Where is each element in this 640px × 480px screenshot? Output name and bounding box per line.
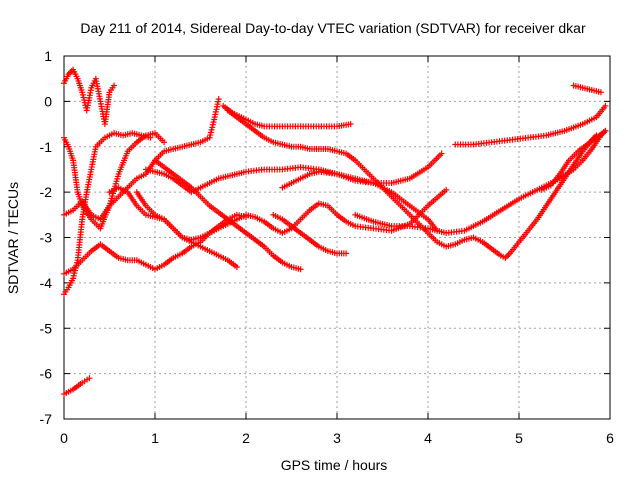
grid <box>64 56 610 419</box>
point-markers <box>220 102 354 130</box>
point-markers <box>538 127 609 193</box>
point-markers <box>61 375 93 398</box>
y-axis-label: SDTVAR / TECUs <box>5 182 21 294</box>
chart-title: Day 211 of 2014, Sidereal Day-to-day VTE… <box>80 20 586 36</box>
x-tick-label: 1 <box>151 430 159 446</box>
series-s18 <box>538 127 609 193</box>
y-tick-label: 0 <box>44 93 52 109</box>
series-s1 <box>61 375 93 398</box>
point-markers <box>452 102 609 148</box>
y-tick-label: 1 <box>44 48 52 64</box>
point-markers <box>270 211 350 257</box>
x-tick-label: 6 <box>606 430 614 446</box>
x-tick-label: 0 <box>60 430 68 446</box>
y-tick-label: -3 <box>40 230 53 246</box>
data-points <box>61 66 609 398</box>
point-markers <box>61 211 249 277</box>
point-markers <box>61 96 222 223</box>
x-tick-label: 5 <box>515 430 523 446</box>
series-s4 <box>61 130 154 298</box>
series-s6 <box>61 96 222 223</box>
y-tick-label: -6 <box>40 366 53 382</box>
series-s14 <box>270 211 350 257</box>
series-s12 <box>220 102 354 130</box>
point-markers <box>152 157 304 273</box>
x-axis-label: GPS time / hours <box>281 457 388 473</box>
series-s13 <box>279 150 445 191</box>
series-s16 <box>452 102 609 148</box>
point-markers <box>61 130 154 298</box>
point-markers <box>106 184 240 270</box>
point-markers <box>352 127 609 236</box>
x-tick-label: 2 <box>242 430 250 446</box>
series-s5 <box>61 211 249 277</box>
y-tick-label: -2 <box>40 184 53 200</box>
y-tick-label: -4 <box>40 275 53 291</box>
series-s10 <box>106 184 240 270</box>
series-s8 <box>152 157 304 273</box>
series-s2 <box>61 66 118 128</box>
series-s17 <box>570 82 604 96</box>
x-tick-label: 4 <box>424 430 432 446</box>
y-tick-label: -5 <box>40 320 53 336</box>
y-axis: -7 -6 -5 -4 -3 -2 -1 0 1 <box>40 48 610 427</box>
point-markers <box>570 82 604 96</box>
series-s15 <box>352 127 609 236</box>
point-markers <box>61 66 118 128</box>
point-markers <box>279 150 445 191</box>
x-tick-label: 3 <box>333 430 341 446</box>
y-tick-label: -7 <box>40 411 53 427</box>
y-tick-label: -1 <box>40 139 53 155</box>
x-axis: 0 1 2 3 4 5 6 <box>60 56 614 446</box>
